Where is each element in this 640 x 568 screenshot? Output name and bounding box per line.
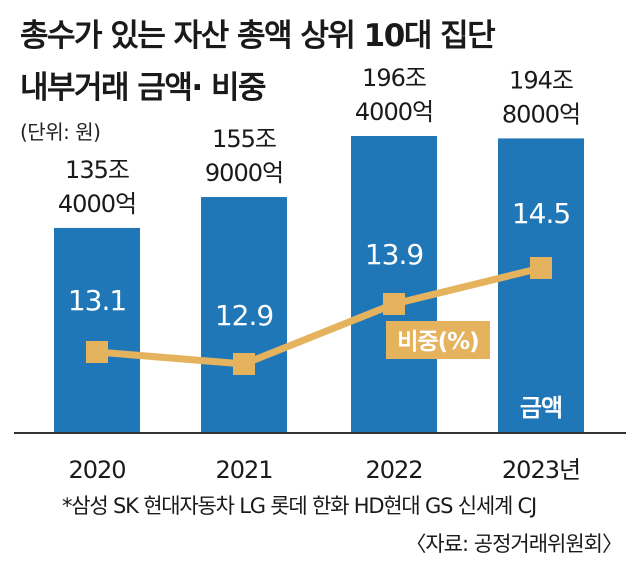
source-note: 〈자료: 공정거래위원회〉	[405, 532, 623, 556]
share-value-label: 13.9	[365, 238, 423, 271]
x-tick-label: 2021	[215, 456, 272, 484]
share-value-label: 13.1	[68, 284, 126, 317]
bar-value-label-line2: 4000억	[355, 98, 433, 126]
bar-2023년	[498, 138, 584, 432]
chart-title-line-2: 내부거래 금액· 비중	[20, 70, 267, 106]
bar-value-label-line2: 9000억	[205, 159, 283, 187]
bar-value-label-line1: 155조	[212, 125, 276, 153]
share-point-2020	[86, 341, 108, 363]
bar-value-label-line1: 135조	[65, 156, 129, 184]
line-legend-badge	[386, 321, 490, 359]
share-point-2021	[233, 353, 255, 375]
bar-2022	[351, 136, 437, 432]
share-point-2022	[383, 293, 405, 315]
chart-title-line-1: 총수가 있는 자산 총액 상위 10대 집단	[20, 18, 496, 54]
line-legend-label: 비중(%)	[397, 329, 478, 355]
footnote: *삼성 SK 현대자동차 LG 롯데 한화 HD현대 GS 신세계 CJ	[62, 494, 537, 518]
x-tick-label: 2023년	[502, 456, 580, 484]
bar-value-label-line1: 196조	[362, 64, 426, 92]
bar-2021	[201, 197, 287, 432]
x-tick-label: 2022	[365, 456, 422, 484]
bar-value-label-line1: 194조	[509, 66, 573, 94]
share-point-2023년	[530, 257, 552, 279]
bar-legend-label: 금액	[520, 394, 562, 422]
bar-2020	[54, 227, 140, 432]
share-value-label: 12.9	[215, 299, 273, 332]
unit-label: (단위: 원)	[20, 120, 101, 144]
bar-value-label-line2: 8000억	[502, 100, 580, 128]
bar-value-label-line2: 4000억	[58, 190, 136, 218]
x-tick-label: 2020	[68, 456, 125, 484]
share-value-label: 14.5	[512, 197, 570, 230]
share-line	[96, 264, 542, 368]
